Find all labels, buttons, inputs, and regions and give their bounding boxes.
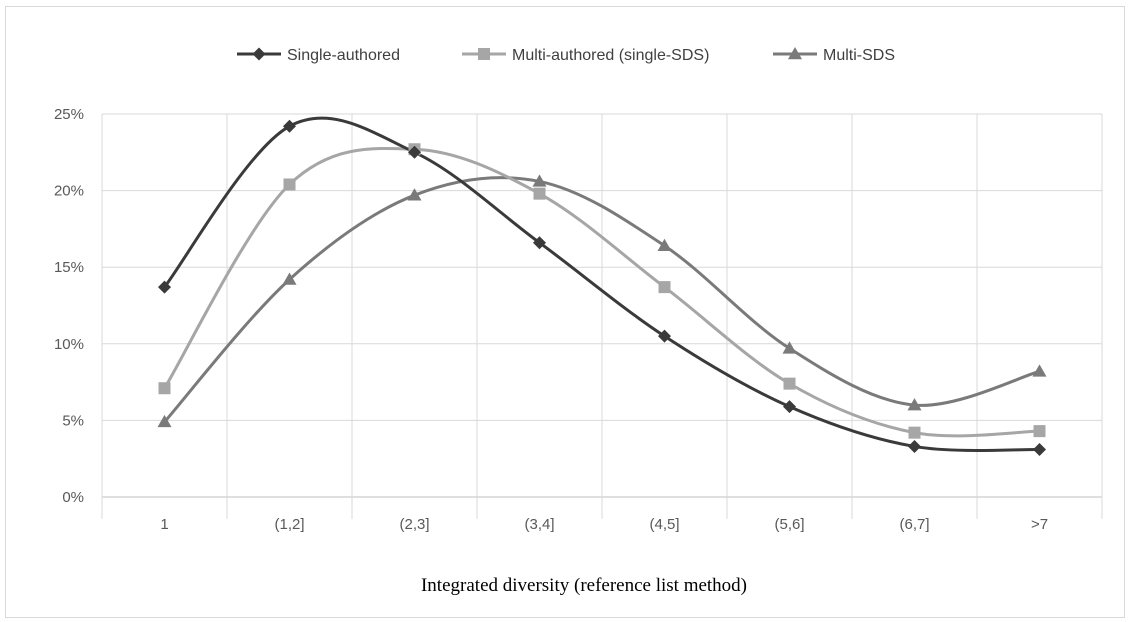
data-point — [533, 236, 546, 250]
data-point — [658, 281, 671, 294]
x-tick-label: (6,7] — [899, 516, 929, 533]
data-point — [1033, 443, 1046, 457]
data-point — [282, 272, 297, 285]
x-tick-label: (4,5] — [649, 516, 679, 533]
y-tick-label: 25% — [54, 106, 84, 123]
data-point — [783, 377, 796, 390]
gridlines — [101, 113, 1103, 519]
legend-marker — [788, 47, 802, 60]
data-point — [283, 119, 296, 133]
data-point — [532, 174, 547, 187]
data-point — [283, 178, 296, 191]
data-point — [158, 280, 171, 294]
data-point — [782, 341, 797, 354]
x-tick-label: (2,3] — [399, 516, 429, 533]
legend-label: Multi-SDS — [823, 47, 895, 64]
data-point — [783, 400, 796, 414]
legend-marker — [252, 47, 266, 61]
series-markers — [157, 119, 1047, 457]
x-tick-label: 1 — [160, 516, 168, 533]
data-point — [407, 188, 422, 201]
y-tick-label: 5% — [62, 412, 84, 429]
legend: Single-authored Multi-authored (single-SD… — [237, 47, 895, 64]
y-tick-label: 10% — [54, 336, 84, 353]
data-point — [1032, 364, 1047, 377]
x-axis-title: Integrated diversity (reference list met… — [421, 575, 747, 596]
x-tick-label: (3,4] — [524, 516, 554, 533]
data-point — [408, 145, 421, 159]
x-tick-label: (1,2] — [274, 516, 304, 533]
y-tick-label: 0% — [62, 489, 84, 506]
data-point — [907, 398, 922, 411]
data-point — [158, 382, 171, 395]
data-point — [658, 329, 671, 343]
y-axis-tick-labels: 0% 5% 10% 15% 20% 25% — [54, 106, 84, 506]
data-point — [1033, 425, 1046, 438]
data-point — [157, 414, 172, 428]
data-point — [657, 238, 672, 252]
data-point — [908, 426, 921, 439]
legend-label: Multi-authored (single-SDS) — [512, 47, 709, 64]
x-tick-label: >7 — [1031, 516, 1048, 533]
x-tick-label: (5,6] — [774, 516, 804, 533]
data-point — [533, 187, 546, 200]
legend-label: Single-authored — [287, 47, 400, 64]
x-axis-tick-labels: 1 (1,2] (2,3] (3,4] (4,5] (5,6] (6,7] >7 — [160, 516, 1048, 533]
data-point — [908, 439, 921, 453]
chart-frame — [5, 6, 1125, 618]
legend-marker — [478, 48, 490, 60]
y-tick-label: 15% — [54, 259, 84, 276]
y-tick-label: 20% — [54, 183, 84, 200]
